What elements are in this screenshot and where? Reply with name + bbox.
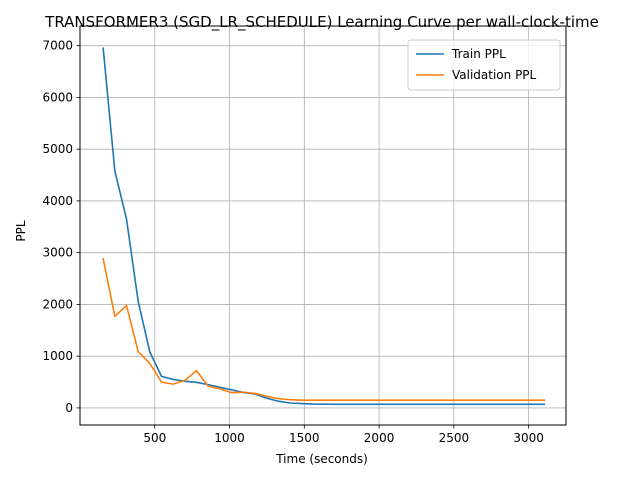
x-tick-label: 1500 — [289, 431, 320, 445]
axis-ticks: 500 1000 1500 2000 2500 3000 0 1000 2000 3000 4000… — [42, 39, 543, 445]
grid — [80, 26, 566, 425]
legend-label-train: Train PPL — [451, 47, 506, 61]
legend-box — [407, 39, 561, 91]
x-tick-label: 1000 — [214, 431, 245, 445]
x-axis-label: Time (seconds) — [275, 452, 368, 466]
y-tick-label: 4000 — [42, 194, 73, 208]
train-ppl-line — [102, 47, 546, 406]
y-tick-label: 7000 — [42, 39, 73, 53]
series-lines — [102, 47, 546, 406]
y-axis-label: PPL — [14, 220, 28, 241]
x-tick-label: 2000 — [364, 431, 395, 445]
y-tick-label: 3000 — [42, 246, 73, 260]
y-tick-label: 1000 — [42, 349, 73, 363]
x-tick-label: 3000 — [513, 431, 544, 445]
plot-frame — [79, 25, 567, 426]
validation-ppl-line — [102, 257, 546, 401]
y-tick-label: 2000 — [42, 297, 73, 311]
y-tick-label: 5000 — [42, 142, 73, 156]
chart-title: TRANSFORMER3 (SGD_LR_SCHEDULE) Learning … — [44, 13, 599, 32]
legend: Train PPL Validation PPL — [407, 39, 561, 91]
legend-label-validation: Validation PPL — [452, 68, 537, 82]
y-tick-label: 6000 — [42, 90, 73, 104]
y-tick-label: 0 — [65, 401, 73, 415]
x-tick-label: 500 — [143, 431, 166, 445]
x-tick-label: 2500 — [439, 431, 470, 445]
